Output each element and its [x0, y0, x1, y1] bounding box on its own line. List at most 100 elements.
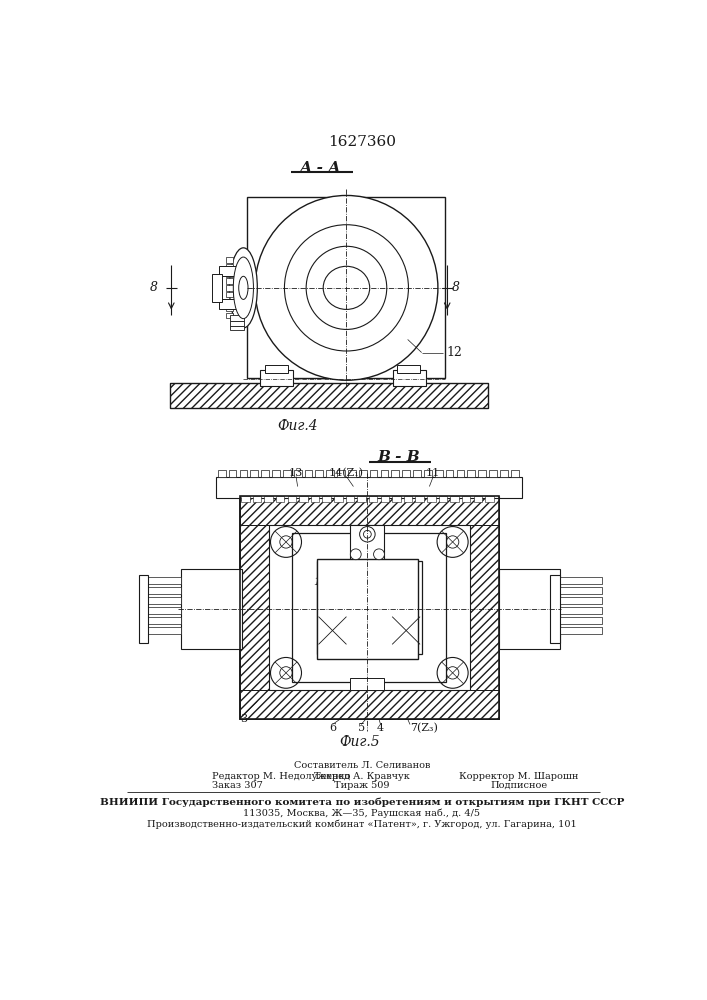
- Bar: [424, 470, 432, 477]
- Bar: [510, 470, 518, 477]
- Bar: [559, 577, 602, 584]
- Circle shape: [373, 549, 385, 560]
- Bar: [226, 278, 233, 284]
- Bar: [226, 292, 233, 297]
- Bar: [402, 470, 410, 477]
- Bar: [357, 496, 366, 502]
- Bar: [264, 496, 273, 502]
- Bar: [170, 383, 488, 408]
- Text: Техред А. Кравчук: Техред А. Кравчук: [314, 772, 410, 781]
- Bar: [346, 496, 354, 502]
- Bar: [230, 321, 244, 326]
- Bar: [230, 315, 244, 321]
- Bar: [317, 559, 418, 659]
- Circle shape: [271, 657, 301, 688]
- Bar: [351, 525, 385, 537]
- Ellipse shape: [230, 248, 257, 328]
- Bar: [305, 470, 312, 477]
- Text: Составитель Л. Селиванов: Составитель Л. Селиванов: [294, 761, 430, 770]
- Bar: [489, 470, 497, 477]
- Bar: [393, 370, 426, 386]
- Circle shape: [271, 527, 301, 557]
- Bar: [311, 496, 320, 502]
- Text: Производственно-издательский комбинат «Патент», г. Ужгород, ул. Гагарина, 101: Производственно-издательский комбинат «П…: [147, 819, 577, 829]
- Circle shape: [437, 527, 468, 557]
- Bar: [369, 496, 378, 502]
- Bar: [467, 470, 475, 477]
- Bar: [292, 533, 446, 682]
- Bar: [252, 496, 261, 502]
- Text: Редактор М. Недолуженко: Редактор М. Недолуженко: [212, 772, 351, 781]
- Bar: [272, 470, 280, 477]
- Ellipse shape: [233, 257, 253, 319]
- Bar: [348, 470, 356, 477]
- Text: Фиг.5: Фиг.5: [339, 735, 380, 749]
- Text: 3: 3: [240, 714, 247, 724]
- Text: 8: 8: [150, 281, 158, 294]
- Bar: [240, 525, 269, 690]
- Bar: [392, 470, 399, 477]
- Bar: [380, 496, 389, 502]
- Bar: [469, 525, 499, 690]
- Text: 4: 4: [377, 723, 384, 733]
- Bar: [226, 313, 233, 318]
- Text: Тираж 509: Тираж 509: [334, 781, 390, 790]
- Bar: [559, 607, 602, 614]
- Bar: [240, 690, 499, 719]
- Bar: [351, 548, 385, 564]
- Bar: [334, 496, 343, 502]
- Bar: [247, 197, 445, 378]
- Bar: [351, 678, 385, 690]
- Bar: [293, 470, 301, 477]
- Bar: [261, 470, 269, 477]
- Bar: [250, 470, 258, 477]
- Bar: [380, 470, 388, 477]
- Bar: [288, 496, 296, 502]
- Bar: [139, 577, 182, 584]
- Bar: [299, 496, 308, 502]
- Bar: [240, 496, 499, 525]
- Bar: [474, 496, 482, 502]
- Bar: [499, 569, 559, 649]
- Ellipse shape: [255, 195, 438, 380]
- Bar: [327, 470, 334, 477]
- Bar: [218, 470, 226, 477]
- Text: 113035, Москва, Ж—35, Раушская наб., д. 4/5: 113035, Москва, Ж—35, Раушская наб., д. …: [243, 808, 481, 818]
- Bar: [457, 470, 464, 477]
- Bar: [559, 627, 602, 634]
- Bar: [139, 597, 182, 604]
- Bar: [226, 257, 233, 263]
- Bar: [240, 690, 499, 719]
- Bar: [139, 587, 182, 594]
- Text: 8: 8: [452, 281, 460, 294]
- Bar: [438, 496, 448, 502]
- Bar: [359, 470, 367, 477]
- Bar: [322, 496, 331, 502]
- Bar: [218, 299, 242, 309]
- Text: 13: 13: [289, 468, 303, 478]
- Bar: [317, 561, 421, 654]
- Bar: [485, 496, 493, 502]
- Text: В - В: В - В: [377, 450, 420, 464]
- Text: 10(Z₂): 10(Z₂): [313, 577, 349, 587]
- Bar: [240, 496, 499, 719]
- Bar: [478, 470, 486, 477]
- Bar: [469, 525, 499, 690]
- Bar: [500, 470, 508, 477]
- Bar: [404, 496, 412, 502]
- Bar: [292, 533, 446, 682]
- Bar: [370, 470, 378, 477]
- Circle shape: [446, 536, 459, 548]
- Bar: [397, 365, 420, 373]
- Text: А - А: А - А: [300, 161, 341, 175]
- Bar: [240, 525, 269, 690]
- Bar: [315, 470, 323, 477]
- Bar: [416, 496, 424, 502]
- Bar: [212, 274, 222, 302]
- Text: 6: 6: [329, 723, 336, 733]
- Text: 14(Z₁): 14(Z₁): [329, 468, 364, 478]
- Bar: [337, 470, 345, 477]
- Bar: [462, 496, 470, 502]
- Bar: [559, 617, 602, 624]
- Bar: [351, 525, 385, 564]
